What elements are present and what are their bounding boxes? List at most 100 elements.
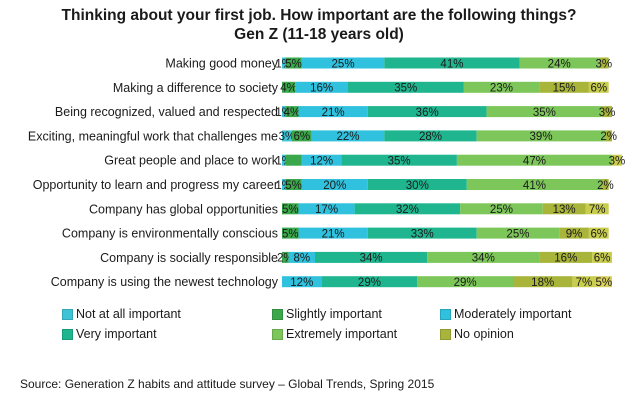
bar-segment: [282, 130, 292, 142]
bar-segment: [476, 130, 606, 142]
bar-segment: [348, 81, 464, 93]
data-label: 21%: [322, 107, 345, 119]
data-label: 25%: [332, 58, 355, 70]
bar-segment: [282, 203, 299, 215]
data-label: 20%: [323, 180, 346, 192]
bar-segment: [588, 81, 609, 93]
bar-segment: [605, 130, 612, 142]
bar-segment: [282, 81, 296, 93]
bar-segment: [463, 81, 540, 93]
bar-segment: [612, 154, 622, 166]
data-label: 41%: [523, 180, 546, 192]
data-label: 28%: [419, 131, 442, 143]
bar-segment: [588, 227, 609, 239]
data-label: 6%: [293, 131, 310, 143]
bar-segment: [367, 179, 467, 190]
category-label: Exciting, meaningful work that challenge…: [28, 129, 278, 143]
data-label: 3%: [599, 107, 616, 119]
data-label: 6%: [594, 253, 611, 265]
bar-segment: [288, 251, 315, 263]
category-label: Company is environmentally conscious: [62, 227, 278, 241]
bar-segment: [285, 57, 302, 69]
data-label: 5%: [595, 277, 612, 289]
legend-label: Slightly important: [286, 307, 382, 321]
chart-title: Thinking about your first job. How impor…: [0, 6, 638, 44]
legend-item: Not at all important: [62, 307, 181, 321]
bar-segment: [367, 227, 477, 239]
legend-item: Extremely important: [272, 327, 397, 341]
data-label: 29%: [358, 277, 381, 289]
bar-segment: [595, 276, 612, 288]
bar-segment: [341, 154, 457, 166]
bar-segment: [285, 106, 299, 118]
chart-subtitle: Gen Z (11-18 years old): [234, 26, 404, 43]
data-label: 25%: [490, 204, 513, 216]
data-label: 12%: [310, 156, 333, 168]
bar-segment: [592, 251, 612, 263]
data-label: 3%: [595, 58, 612, 70]
data-label: 30%: [406, 180, 429, 192]
bar-segment: [542, 203, 586, 215]
data-label: 22%: [336, 131, 359, 143]
bar-segment: [282, 106, 286, 118]
data-label: 15%: [553, 83, 576, 95]
bar-segment: [539, 251, 593, 263]
bar-segment: [282, 179, 286, 190]
bar-segment: [417, 276, 513, 288]
legend-label: Very important: [76, 327, 157, 341]
data-label: 2%: [597, 180, 614, 192]
data-label: 2%: [600, 131, 617, 143]
category-label: Company has global opportunities: [89, 202, 278, 216]
legend-label: Moderately important: [454, 307, 572, 321]
bar-segment: [282, 227, 299, 239]
data-label: 35%: [533, 107, 556, 119]
data-label: 17%: [315, 204, 338, 216]
data-label: 3%: [609, 156, 626, 168]
data-label: 16%: [310, 83, 333, 95]
legend-item: Slightly important: [272, 307, 382, 321]
bar-segment: [476, 227, 560, 239]
data-label: 9%: [566, 228, 583, 240]
legend-swatch: [440, 328, 451, 340]
bar-segment: [282, 251, 289, 263]
bar-segment: [298, 106, 368, 118]
data-label: 33%: [411, 228, 434, 240]
data-label: 25%: [506, 228, 529, 240]
data-label: 4%: [284, 107, 301, 119]
data-label: 8%: [293, 253, 310, 265]
bar-segment: [301, 57, 385, 69]
bar-segment: [598, 57, 609, 69]
bar-segment: [384, 130, 477, 142]
legend-label: No opinion: [454, 327, 514, 341]
legend-swatch: [62, 328, 73, 340]
bar-segment: [321, 276, 418, 288]
data-label: 6%: [590, 83, 607, 95]
chart-title-line: Thinking about your first job. How impor…: [61, 7, 577, 24]
bar-segment: [315, 251, 428, 263]
bar-segment: [427, 251, 540, 263]
source-note: Source: Generation Z habits and attitude…: [20, 377, 435, 391]
data-label: 7%: [576, 277, 593, 289]
data-label: 16%: [554, 253, 577, 265]
data-label: 5%: [285, 58, 302, 70]
data-label: 5%: [282, 228, 299, 240]
data-label: 39%: [530, 131, 553, 143]
bar-segment: [285, 154, 302, 166]
bar-segment: [301, 154, 342, 166]
data-label: 41%: [440, 58, 463, 70]
data-label: 7%: [589, 204, 606, 216]
bar-segment: [298, 227, 368, 239]
data-label: 4%: [280, 83, 297, 95]
category-label: Great people and place to work: [104, 154, 278, 168]
bar-segment: [384, 57, 520, 69]
data-label: 3%: [279, 131, 296, 143]
legend-label: Extremely important: [286, 327, 398, 341]
bar-segment: [539, 81, 589, 93]
bar-segment: [367, 106, 487, 118]
category-label: Company is using the newest technology: [51, 275, 279, 289]
data-label: 47%: [523, 156, 546, 168]
data-label: 34%: [360, 253, 383, 265]
bar-segment: [282, 57, 286, 69]
category-label: Being recognized, valued and respected: [55, 105, 278, 119]
bar-segment: [291, 130, 312, 142]
